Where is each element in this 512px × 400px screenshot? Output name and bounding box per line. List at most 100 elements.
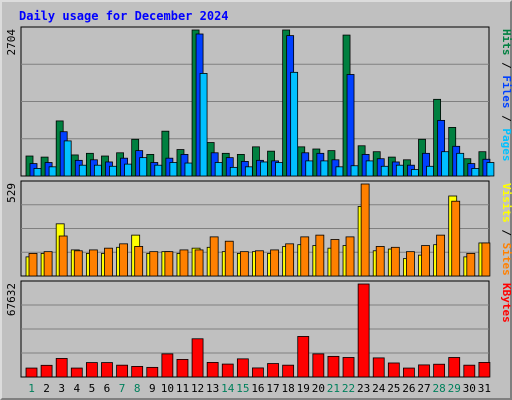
bar-kbytes xyxy=(297,336,310,378)
bar-pages xyxy=(365,160,374,177)
bar-sites xyxy=(179,249,189,277)
x-tick-label: 28 xyxy=(432,382,445,395)
x-tick-label: 5 xyxy=(89,382,96,395)
bar-kbytes xyxy=(85,362,98,378)
bar-kbytes xyxy=(236,358,249,378)
x-tick-label: 20 xyxy=(312,382,325,395)
bar-sites xyxy=(43,251,53,277)
bar-sites xyxy=(104,247,113,277)
bar-pages xyxy=(471,168,480,177)
bar-kbytes xyxy=(131,366,144,378)
bar-kbytes xyxy=(418,364,430,378)
bar-sites xyxy=(239,251,249,277)
bar-sites xyxy=(466,252,476,277)
bar-sites xyxy=(436,234,446,277)
bar-pages xyxy=(48,166,57,177)
x-tick-label: 2 xyxy=(43,382,50,395)
axis-series-label: KBytes xyxy=(500,283,512,323)
ymax-label: 67632 xyxy=(5,283,18,316)
bar-sites xyxy=(285,243,295,277)
bar-kbytes xyxy=(221,363,234,378)
bar-kbytes xyxy=(252,367,264,378)
bar-sites xyxy=(360,183,370,277)
x-tick-label: 1 xyxy=(28,382,35,395)
bar-sites xyxy=(390,246,400,277)
axis-label-part: Files xyxy=(500,75,512,108)
ymax-label: 2704 xyxy=(5,29,18,56)
bar-pages xyxy=(184,162,193,177)
bar-pages xyxy=(109,165,117,177)
bar-kbytes xyxy=(116,364,128,378)
axis-series-label: Visits / Sites xyxy=(500,183,512,276)
x-tick-label: 9 xyxy=(149,382,156,395)
bar-kbytes xyxy=(191,338,204,378)
x-tick-label: 31 xyxy=(478,382,491,395)
bar-kbytes xyxy=(267,363,279,378)
bar-pages xyxy=(456,152,465,177)
x-tick-label: 29 xyxy=(448,382,461,395)
bar-sites xyxy=(330,239,340,277)
bar-sites xyxy=(315,234,325,277)
bar-pages xyxy=(380,165,389,177)
bar-pages xyxy=(244,166,253,177)
axis-label-part: KBytes xyxy=(500,283,512,323)
bar-pages xyxy=(320,160,329,177)
bar-kbytes xyxy=(161,353,174,378)
bar-kbytes xyxy=(403,367,415,378)
bar-kbytes xyxy=(433,363,446,378)
bar-kbytes xyxy=(387,362,400,378)
x-tick-label: 12 xyxy=(191,382,204,395)
bar-pages xyxy=(305,160,314,177)
bar-files xyxy=(437,119,446,177)
axis-label-part: Pages xyxy=(500,128,512,161)
x-tick-label: 23 xyxy=(357,382,370,395)
bar-pages xyxy=(93,164,102,177)
bar-sites xyxy=(300,236,310,277)
bar-sites xyxy=(255,250,264,277)
bar-sites xyxy=(164,251,174,277)
bar-pages xyxy=(33,168,42,177)
bar-files xyxy=(422,152,430,177)
bar-pages xyxy=(335,166,344,177)
bar-pages xyxy=(275,162,283,177)
bar-kbytes xyxy=(176,358,189,378)
bar-kbytes xyxy=(101,362,113,378)
bar-kbytes xyxy=(357,283,370,378)
ymax-label: 529 xyxy=(5,183,18,203)
bar-sites xyxy=(119,243,128,277)
panel-hits-files-pages: 2704 Hits / Files / Pages xyxy=(5,26,512,177)
bar-pages xyxy=(441,151,450,177)
bar-sites xyxy=(421,245,430,277)
bar-sites xyxy=(224,240,234,277)
bar-kbytes xyxy=(448,357,461,378)
bar-kbytes xyxy=(282,364,295,378)
bar-kbytes xyxy=(463,364,476,378)
bar-sites xyxy=(134,246,144,277)
bar-pages xyxy=(78,164,87,177)
x-tick-label: 8 xyxy=(134,382,141,395)
bar-files xyxy=(225,157,234,177)
bar-kbytes xyxy=(55,358,68,378)
bar-kbytes xyxy=(40,364,53,378)
bar-kbytes xyxy=(70,367,83,378)
bar-sites xyxy=(451,200,461,277)
bar-pages xyxy=(139,157,148,177)
x-tick-label: 3 xyxy=(58,382,65,395)
x-tick-label: 14 xyxy=(221,382,235,395)
bar-pages xyxy=(63,140,72,177)
x-tick-label: 19 xyxy=(297,382,310,395)
bar-sites xyxy=(194,249,204,277)
x-tick-label: 4 xyxy=(73,382,80,395)
bar-pages xyxy=(290,71,299,177)
bar-kbytes xyxy=(312,353,325,378)
bar-pages xyxy=(169,162,178,177)
axis-label-part: / xyxy=(500,56,512,76)
axis-label-part: Visits xyxy=(500,183,512,223)
bar-pages xyxy=(229,166,238,177)
x-tick-label: 24 xyxy=(372,382,386,395)
x-tick-label: 22 xyxy=(342,382,355,395)
bar-sites xyxy=(375,246,385,277)
bar-hits xyxy=(161,130,170,177)
